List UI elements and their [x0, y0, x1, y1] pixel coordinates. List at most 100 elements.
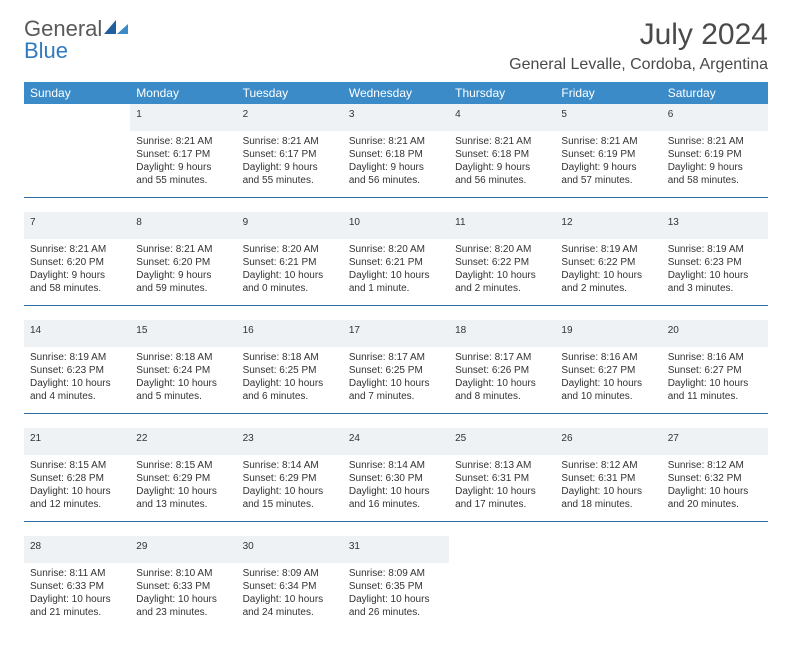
sunrise-text: Sunrise: 8:20 AM: [349, 243, 443, 256]
sunset-text: Sunset: 6:23 PM: [30, 364, 124, 377]
sunrise-text: Sunrise: 8:21 AM: [349, 135, 443, 148]
daylight-text: and 58 minutes.: [30, 282, 124, 295]
sunrise-text: Sunrise: 8:16 AM: [668, 351, 762, 364]
day-number-cell: 24: [343, 428, 449, 455]
sunrise-text: Sunrise: 8:20 AM: [243, 243, 337, 256]
daylight-text: and 56 minutes.: [349, 174, 443, 187]
daylight-text: Daylight: 10 hours: [561, 269, 655, 282]
day-cell: Sunrise: 8:21 AMSunset: 6:17 PMDaylight:…: [237, 131, 343, 198]
day-number-cell: 18: [449, 320, 555, 347]
day-cell: Sunrise: 8:09 AMSunset: 6:34 PMDaylight:…: [237, 563, 343, 629]
day-number-row: 21222324252627: [24, 428, 768, 455]
daylight-text: and 20 minutes.: [668, 498, 762, 511]
daylight-text: Daylight: 10 hours: [243, 269, 337, 282]
day-cell: Sunrise: 8:20 AMSunset: 6:22 PMDaylight:…: [449, 239, 555, 306]
day-number-cell: 21: [24, 428, 130, 455]
weekday-header: Friday: [555, 82, 661, 104]
day-cell: Sunrise: 8:16 AMSunset: 6:27 PMDaylight:…: [555, 347, 661, 414]
daylight-text: and 6 minutes.: [243, 390, 337, 403]
sunset-text: Sunset: 6:25 PM: [243, 364, 337, 377]
daylight-text: Daylight: 10 hours: [136, 593, 230, 606]
daylight-text: and 55 minutes.: [136, 174, 230, 187]
day-number-cell: 17: [343, 320, 449, 347]
sunrise-text: Sunrise: 8:19 AM: [561, 243, 655, 256]
sunset-text: Sunset: 6:22 PM: [561, 256, 655, 269]
daylight-text: and 11 minutes.: [668, 390, 762, 403]
sunset-text: Sunset: 6:27 PM: [668, 364, 762, 377]
daylight-text: and 17 minutes.: [455, 498, 549, 511]
day-number-cell: 20: [662, 320, 768, 347]
daylight-text: and 13 minutes.: [136, 498, 230, 511]
daylight-text: and 7 minutes.: [349, 390, 443, 403]
week-separator: [24, 306, 768, 321]
sunset-text: Sunset: 6:29 PM: [243, 472, 337, 485]
weekday-header: Saturday: [662, 82, 768, 104]
day-cell: Sunrise: 8:18 AMSunset: 6:25 PMDaylight:…: [237, 347, 343, 414]
week-separator: [24, 414, 768, 429]
daylight-text: and 58 minutes.: [668, 174, 762, 187]
daylight-text: Daylight: 10 hours: [136, 485, 230, 498]
sunrise-text: Sunrise: 8:20 AM: [455, 243, 549, 256]
calendar-weekday-header: SundayMondayTuesdayWednesdayThursdayFrid…: [24, 82, 768, 104]
daylight-text: Daylight: 9 hours: [668, 161, 762, 174]
day-number-cell: 3: [343, 104, 449, 131]
daylight-text: and 56 minutes.: [455, 174, 549, 187]
sunrise-text: Sunrise: 8:21 AM: [561, 135, 655, 148]
day-number-cell: 12: [555, 212, 661, 239]
sunrise-text: Sunrise: 8:12 AM: [561, 459, 655, 472]
logo-text: General Blue: [24, 18, 130, 62]
sunrise-text: Sunrise: 8:10 AM: [136, 567, 230, 580]
day-number-cell: [555, 536, 661, 563]
daylight-text: Daylight: 10 hours: [30, 593, 124, 606]
daylight-text: and 1 minute.: [349, 282, 443, 295]
week-separator: [24, 522, 768, 537]
sunset-text: Sunset: 6:25 PM: [349, 364, 443, 377]
sunset-text: Sunset: 6:32 PM: [668, 472, 762, 485]
day-number-cell: [449, 536, 555, 563]
day-cell: [555, 563, 661, 629]
day-cell: Sunrise: 8:19 AMSunset: 6:22 PMDaylight:…: [555, 239, 661, 306]
sunset-text: Sunset: 6:26 PM: [455, 364, 549, 377]
daylight-text: Daylight: 10 hours: [668, 269, 762, 282]
location-subtitle: General Levalle, Cordoba, Argentina: [509, 56, 768, 74]
day-cell: Sunrise: 8:11 AMSunset: 6:33 PMDaylight:…: [24, 563, 130, 629]
day-number-cell: 2: [237, 104, 343, 131]
sunrise-text: Sunrise: 8:17 AM: [455, 351, 549, 364]
day-number-cell: 10: [343, 212, 449, 239]
sunrise-text: Sunrise: 8:21 AM: [30, 243, 124, 256]
sunrise-text: Sunrise: 8:11 AM: [30, 567, 124, 580]
daylight-text: and 18 minutes.: [561, 498, 655, 511]
daylight-text: and 2 minutes.: [561, 282, 655, 295]
page-header: General Blue July 2024 General Levalle, …: [24, 18, 768, 74]
sunrise-text: Sunrise: 8:09 AM: [243, 567, 337, 580]
sunset-text: Sunset: 6:21 PM: [349, 256, 443, 269]
sunset-text: Sunset: 6:17 PM: [136, 148, 230, 161]
sunrise-text: Sunrise: 8:19 AM: [30, 351, 124, 364]
day-number-cell: 1: [130, 104, 236, 131]
daylight-text: and 2 minutes.: [455, 282, 549, 295]
sunset-text: Sunset: 6:30 PM: [349, 472, 443, 485]
sunset-text: Sunset: 6:27 PM: [561, 364, 655, 377]
weekday-header: Monday: [130, 82, 236, 104]
sunset-text: Sunset: 6:21 PM: [243, 256, 337, 269]
calendar-page: General Blue July 2024 General Levalle, …: [0, 0, 792, 647]
day-cell: Sunrise: 8:15 AMSunset: 6:28 PMDaylight:…: [24, 455, 130, 522]
sunrise-text: Sunrise: 8:14 AM: [243, 459, 337, 472]
daylight-text: and 24 minutes.: [243, 606, 337, 619]
day-number-cell: 16: [237, 320, 343, 347]
day-cell: [24, 131, 130, 198]
daylight-text: and 26 minutes.: [349, 606, 443, 619]
sunset-text: Sunset: 6:28 PM: [30, 472, 124, 485]
daylight-text: Daylight: 9 hours: [30, 269, 124, 282]
day-cell: Sunrise: 8:09 AMSunset: 6:35 PMDaylight:…: [343, 563, 449, 629]
month-title: July 2024: [509, 18, 768, 52]
day-cell: Sunrise: 8:17 AMSunset: 6:25 PMDaylight:…: [343, 347, 449, 414]
weekday-header: Sunday: [24, 82, 130, 104]
day-cell: Sunrise: 8:18 AMSunset: 6:24 PMDaylight:…: [130, 347, 236, 414]
sunset-text: Sunset: 6:22 PM: [455, 256, 549, 269]
sunset-text: Sunset: 6:23 PM: [668, 256, 762, 269]
daylight-text: Daylight: 10 hours: [668, 377, 762, 390]
daylight-text: Daylight: 10 hours: [30, 485, 124, 498]
daylight-text: Daylight: 10 hours: [30, 377, 124, 390]
day-cell: Sunrise: 8:21 AMSunset: 6:18 PMDaylight:…: [343, 131, 449, 198]
